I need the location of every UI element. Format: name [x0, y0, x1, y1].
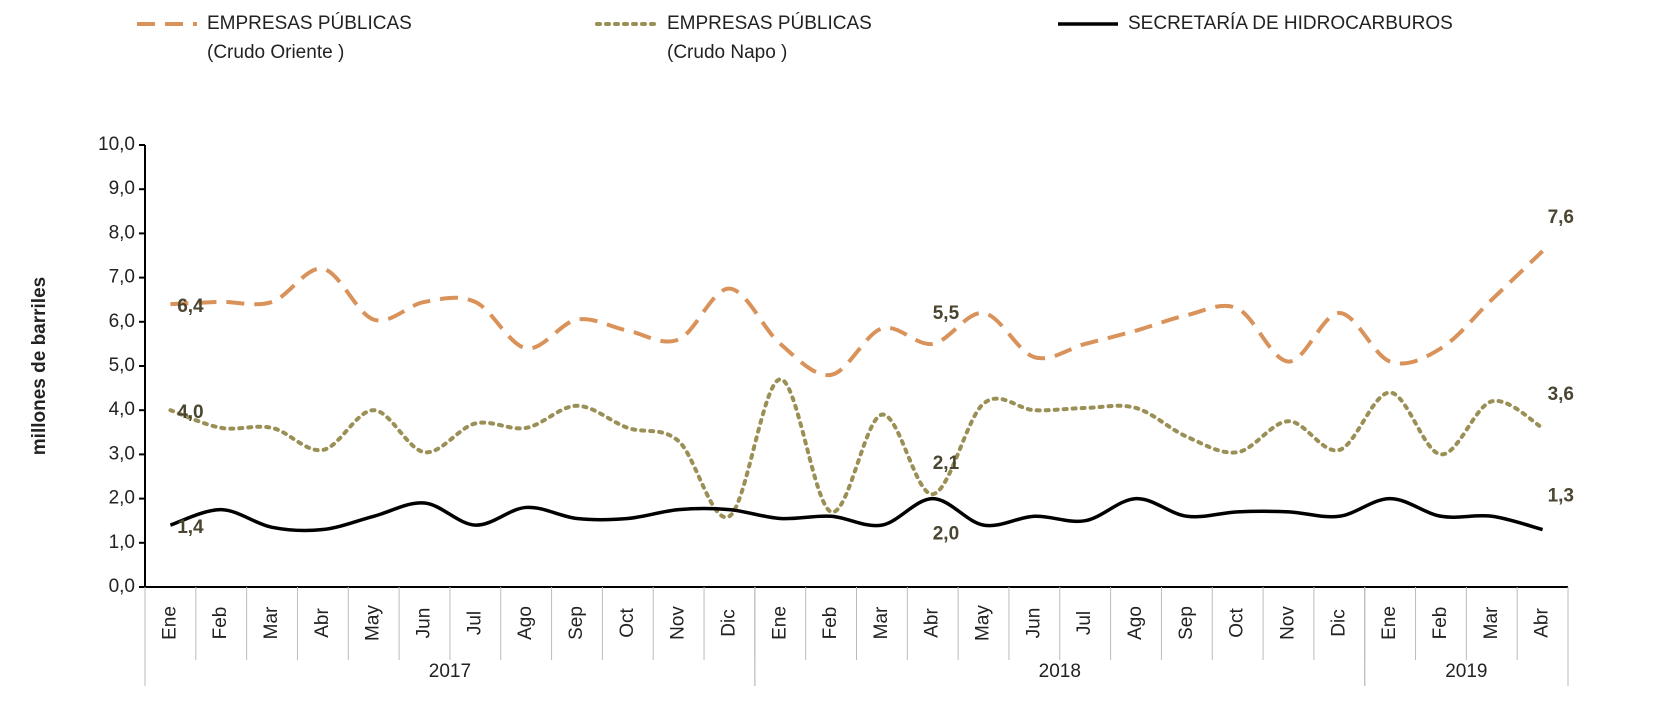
data-label: 3,6: [1548, 384, 1574, 405]
x-tick-label: Jun: [1023, 608, 1044, 639]
y-tick-label: 0,0: [109, 576, 135, 597]
y-tick-label: 4,0: [109, 399, 135, 420]
data-label: 1,4: [177, 517, 204, 538]
y-tick-label: 8,0: [109, 222, 135, 243]
x-tick-label: Feb: [210, 607, 231, 640]
x-tick-label: May: [973, 605, 994, 641]
series-line: [168, 377, 1545, 520]
x-tick-label: Ene: [159, 606, 180, 640]
y-tick-label: 9,0: [109, 178, 135, 199]
x-tick-label: Sep: [1176, 606, 1197, 640]
x-tick-label: Nov: [668, 606, 689, 640]
x-tick-label: Nov: [1277, 606, 1298, 640]
x-tick-label: Dic: [1328, 609, 1349, 636]
x-tick-label: May: [363, 605, 384, 641]
x-tick-label: Sep: [566, 606, 587, 640]
y-tick-label: 5,0: [109, 355, 135, 376]
y-tick-label: 1,0: [109, 532, 135, 553]
y-tick-label: 2,0: [109, 488, 135, 509]
group-label: 2019: [1445, 661, 1487, 682]
x-tick-label: Feb: [1430, 607, 1451, 640]
data-label: 2,1: [933, 453, 960, 474]
y-tick-label: 10,0: [98, 134, 135, 155]
series-line: [170, 249, 1544, 377]
x-tick-label: Mar: [1481, 606, 1502, 639]
data-label: 4,0: [177, 402, 203, 423]
data-label: 5,5: [933, 303, 960, 324]
x-tick-label: Dic: [718, 609, 739, 636]
x-tick-label: Jul: [1074, 611, 1095, 635]
data-label: 2,0: [933, 524, 959, 545]
x-tick-label: Abr: [312, 608, 333, 638]
data-label: 6,4: [177, 296, 204, 317]
x-tick-label: Ago: [515, 606, 536, 640]
x-tick-label: Jul: [464, 611, 485, 635]
x-tick-label: Feb: [820, 607, 841, 640]
x-tick-label: Jun: [414, 608, 435, 639]
legend-label: SECRETARÍA DE HIDROCARBUROS: [1128, 13, 1453, 34]
x-tick-label: Ene: [1379, 606, 1400, 640]
y-tick-label: 6,0: [109, 311, 135, 332]
y-tick-label: 3,0: [109, 443, 135, 464]
legend-label: EMPRESAS PÚBLICAS (Crudo Napo ): [667, 12, 872, 63]
y-tick-label: 7,0: [109, 267, 135, 288]
x-tick-label: Mar: [871, 606, 892, 639]
x-tick-label: Mar: [261, 606, 282, 639]
data-label: 1,3: [1548, 486, 1574, 507]
x-tick-label: Ago: [1125, 606, 1146, 640]
group-label: 2017: [429, 661, 471, 682]
x-tick-label: Abr: [922, 608, 943, 638]
data-label: 7,6: [1548, 207, 1574, 228]
x-tick-label: Oct: [617, 608, 638, 638]
y-axis-label: millones de barriles: [29, 277, 50, 455]
x-tick-label: Oct: [1227, 608, 1248, 638]
series-line: [169, 496, 1544, 533]
legend-label: EMPRESAS PÚBLICAS (Crudo Oriente ): [207, 12, 412, 63]
group-label: 2018: [1039, 661, 1081, 682]
x-tick-label: Ene: [769, 606, 790, 640]
x-tick-label: Abr: [1532, 608, 1553, 638]
